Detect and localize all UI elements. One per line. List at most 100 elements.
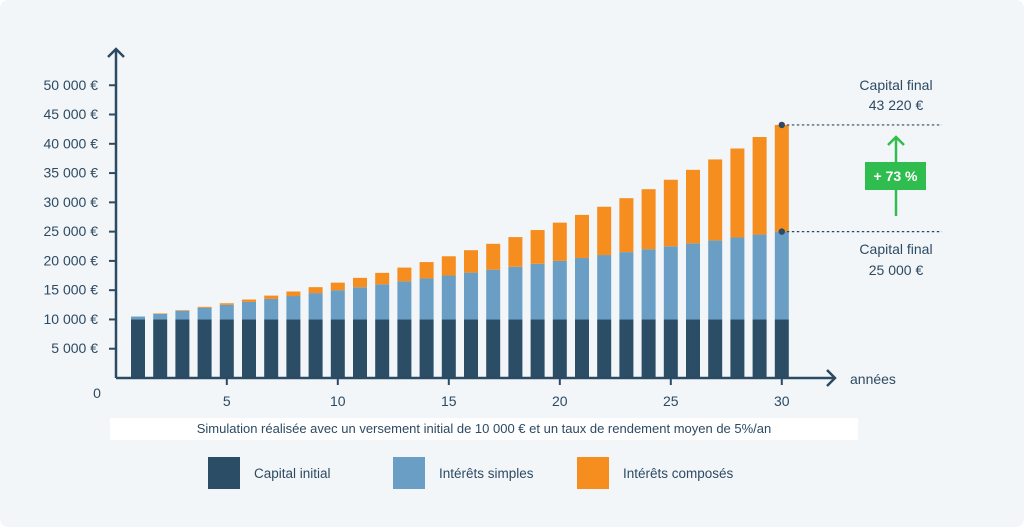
bar-interets-simples [153,313,168,320]
final-compound-dot [778,121,785,129]
bar-interets-simples [686,243,700,320]
bar-interets-composes [530,230,545,264]
final-simple-dot [778,228,785,235]
y-tick-label: 5 000 € [51,340,98,356]
bar-interets-simples [464,272,478,320]
bar-capital-initial [353,319,367,378]
origin-label: 0 [93,385,101,401]
final-simple-value: 25 000 € [869,262,924,278]
bar-interets-composes [508,237,523,267]
bar-capital-initial [774,319,789,378]
bar-capital-initial [597,319,612,378]
bar-capital-initial [686,319,700,378]
x-axis-arrow [826,369,837,387]
stacked-bar-chart: 5 000 € 10 000 € 15 000 € 20 000 € 25 000 € 3… [44,47,942,409]
legend-item-interets-composes: Intérêts composés [577,457,733,489]
bar-interets-simples [730,237,745,320]
bar-interets-composes [175,310,190,311]
bar-interets-simples [264,298,279,320]
bar-interets-simples [641,249,656,320]
bar-interets-simples [175,310,190,320]
y-tick-label: 50 000 € [44,77,99,93]
y-tick-label: 40 000 € [44,135,99,151]
bar-interets-composes [619,198,634,253]
x-axis-title: années [850,371,896,387]
bar-interets-composes [575,214,589,258]
y-tick-label: 30 000 € [44,194,99,210]
simulation-footnote: Simulation réalisée avec un versement in… [110,418,858,440]
x-tick-label: 5 [223,393,231,409]
bar-interets-composes [375,272,390,285]
bar-interets-simples [552,260,567,320]
bar-interets-composes [641,189,656,250]
bar-interets-composes [419,262,434,279]
chart-legend: Capital initial Intérêts simples Intérêt… [0,457,1024,489]
x-tick-label: 20 [552,393,568,409]
bar-capital-initial [131,319,145,378]
legend-label-interets-simples: Intérêts simples [439,465,534,481]
bar-interets-simples [419,278,434,320]
bar-interets-simples [375,284,390,320]
bar-interets-simples [663,246,678,320]
bar-interets-composes [774,124,789,232]
bar-capital-initial [641,319,656,378]
final-compound-title: Capital final [859,77,932,93]
bar-interets-composes [552,222,567,261]
bar-interets-simples [397,281,412,320]
bar-capital-initial [575,319,589,378]
bar-interets-simples [508,266,523,320]
bar-interets-simples [597,255,612,320]
bar-capital-initial [242,319,256,378]
bar-interets-simples [242,301,256,320]
bar-interets-composes [597,206,612,256]
bar-interets-simples [219,304,234,320]
bar-interets-composes [752,137,767,235]
bar-capital-initial [153,319,168,378]
bar-interets-composes [242,299,256,302]
final-simple-title: Capital final [859,241,932,257]
bar-interets-composes [330,282,345,291]
bar-capital-initial [330,319,345,378]
legend-item-capital-initial: Capital initial [208,457,331,489]
bar-interets-composes [730,148,745,238]
bar-capital-initial [708,319,723,378]
bar-interets-simples [330,290,345,320]
bar-capital-initial [264,319,279,378]
bar-capital-initial [219,319,234,378]
bar-interets-simples [353,287,367,320]
bar-capital-initial [508,319,523,378]
legend-item-interets-simples: Intérêts simples [393,457,534,489]
bar-capital-initial [375,319,390,378]
bar-interets-simples [197,307,212,320]
bar-interets-composes [486,243,501,270]
bar-capital-initial [486,319,501,378]
bar-interets-composes [464,250,478,273]
bar-capital-initial [308,319,323,378]
bar-capital-initial [530,319,545,378]
bar-interets-composes [308,287,323,294]
y-tick-label: 10 000 € [44,311,99,327]
bar-capital-initial [752,319,767,378]
bar-interets-simples [308,293,323,320]
y-tick-label: 20 000 € [44,252,99,268]
x-tick-label: 15 [441,393,457,409]
bar-capital-initial [175,319,190,378]
bar-interets-simples [752,234,767,320]
x-tick-label: 30 [774,393,790,409]
bar-interets-composes [441,256,456,276]
x-tick-label: 25 [663,393,679,409]
bar-interets-simples [575,257,589,320]
bar-interets-composes [353,277,367,288]
bar-capital-initial [286,319,301,378]
legend-swatch-interets-simples [393,457,425,489]
x-tick-label: 10 [330,393,346,409]
bar-capital-initial [730,319,745,378]
bar-interets-composes [286,291,301,297]
y-tick-label: 25 000 € [44,223,99,239]
bar-interets-composes [197,306,212,308]
final-compound-value: 43 220 € [869,97,924,113]
bar-capital-initial [197,319,212,378]
legend-swatch-interets-composes [577,457,609,489]
bar-interets-composes [686,169,700,244]
bar-interets-composes [397,267,412,282]
